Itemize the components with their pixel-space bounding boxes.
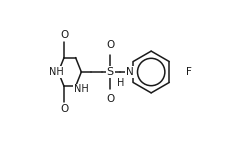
Text: H: H (117, 78, 125, 88)
Text: O: O (106, 94, 114, 104)
Text: N: N (126, 67, 134, 77)
Text: S: S (107, 67, 114, 77)
Text: O: O (106, 40, 114, 50)
Text: NH: NH (49, 67, 64, 77)
Text: O: O (60, 30, 68, 40)
Text: O: O (60, 104, 68, 114)
Text: NH: NH (74, 84, 89, 94)
Text: F: F (186, 67, 191, 77)
